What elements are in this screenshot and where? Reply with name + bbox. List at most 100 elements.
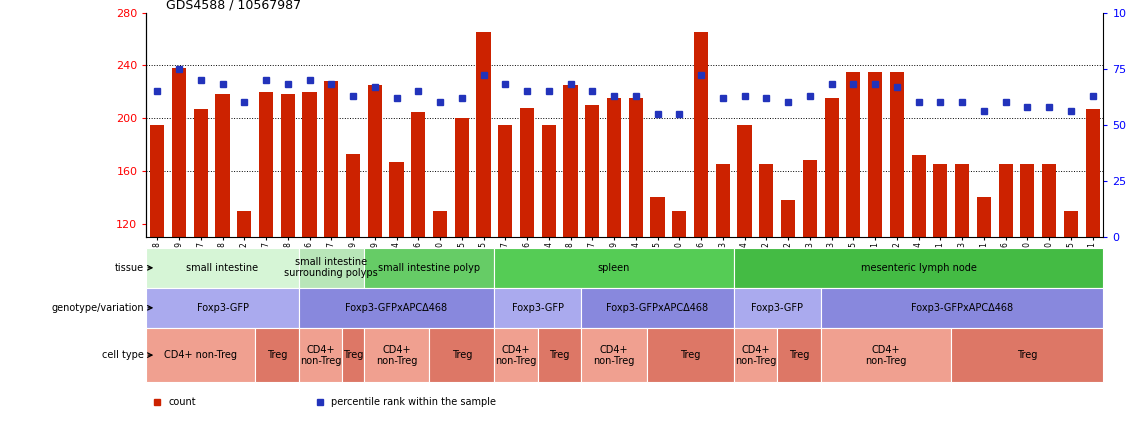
Bar (238, 211, 251, 237)
Text: mesenteric lymph node: mesenteric lymph node (860, 263, 976, 273)
Text: Foxp3-GFP: Foxp3-GFP (751, 303, 803, 313)
Bar (821, 328, 951, 382)
Bar (538, 328, 581, 382)
Bar (581, 328, 646, 382)
Bar (498, 125, 512, 237)
Text: small intestine polyp: small intestine polyp (378, 263, 480, 273)
Bar (821, 288, 1103, 328)
Bar (646, 328, 734, 382)
Bar (494, 328, 538, 382)
Bar (999, 165, 1012, 237)
Bar (368, 85, 382, 237)
Bar (734, 288, 821, 328)
Bar (494, 288, 581, 328)
Bar (694, 33, 708, 237)
Text: genotype/variation: genotype/variation (52, 303, 144, 313)
Bar (542, 125, 556, 237)
Text: Treg: Treg (452, 350, 472, 360)
Text: tissue: tissue (115, 263, 144, 273)
Bar (494, 248, 734, 288)
Text: Treg: Treg (1017, 350, 1037, 360)
Bar (280, 94, 295, 237)
Bar (342, 328, 364, 382)
Bar (951, 328, 1103, 382)
Bar (520, 107, 534, 237)
Bar (1064, 211, 1078, 237)
Bar (324, 81, 338, 237)
Text: CD4+
non-Treg: CD4+ non-Treg (865, 345, 906, 365)
Bar (777, 328, 821, 382)
Text: small intestine
surrounding polyps: small intestine surrounding polyps (285, 258, 378, 278)
Bar (734, 248, 1103, 288)
Text: Treg: Treg (549, 350, 570, 360)
Bar (759, 165, 774, 237)
Text: Foxp3-GFPxAPCΔ468: Foxp3-GFPxAPCΔ468 (607, 303, 708, 313)
Bar (563, 85, 578, 237)
Bar (146, 328, 256, 382)
Bar (346, 154, 360, 237)
Bar (586, 105, 599, 237)
Bar (259, 92, 274, 237)
Bar (146, 288, 298, 328)
Text: spleen: spleen (598, 263, 631, 273)
Bar (434, 211, 447, 237)
Text: Foxp3-GFP: Foxp3-GFP (197, 303, 249, 313)
Bar (256, 328, 298, 382)
Text: cell type: cell type (102, 350, 144, 360)
Bar (298, 328, 342, 382)
Bar (955, 165, 969, 237)
Text: CD4+
non-Treg: CD4+ non-Treg (593, 345, 635, 365)
Bar (194, 109, 208, 237)
Bar (303, 92, 316, 237)
Bar (390, 162, 403, 237)
Text: GDS4588 / 10567987: GDS4588 / 10567987 (166, 0, 301, 11)
Bar (738, 125, 752, 237)
Bar (607, 99, 622, 237)
Bar (581, 288, 734, 328)
Bar (672, 211, 687, 237)
Bar (411, 112, 426, 237)
Bar (429, 328, 494, 382)
Text: CD4+
non-Treg: CD4+ non-Treg (495, 345, 537, 365)
Bar (933, 165, 947, 237)
Bar (172, 68, 186, 237)
Text: Foxp3-GFP: Foxp3-GFP (512, 303, 564, 313)
Bar (364, 248, 494, 288)
Bar (628, 99, 643, 237)
Bar (298, 288, 494, 328)
Text: CD4+ non-Treg: CD4+ non-Treg (164, 350, 238, 360)
Text: small intestine: small intestine (187, 263, 259, 273)
Bar (890, 72, 904, 237)
Bar (455, 118, 468, 237)
Text: CD4+
non-Treg: CD4+ non-Treg (735, 345, 776, 365)
Text: count: count (168, 397, 196, 407)
Bar (716, 165, 730, 237)
Bar (1042, 165, 1056, 237)
Bar (476, 33, 491, 237)
Text: CD4+
non-Treg: CD4+ non-Treg (300, 345, 341, 365)
Bar (868, 72, 882, 237)
Bar (912, 155, 926, 237)
Text: Treg: Treg (788, 350, 810, 360)
Bar (298, 248, 364, 288)
Text: percentile rank within the sample: percentile rank within the sample (331, 397, 497, 407)
Text: Foxp3-GFPxAPCΔ468: Foxp3-GFPxAPCΔ468 (346, 303, 448, 313)
Bar (215, 94, 230, 237)
Bar (364, 328, 429, 382)
Bar (734, 328, 777, 382)
Bar (824, 99, 839, 237)
Bar (146, 248, 298, 288)
Bar (803, 160, 816, 237)
Bar (1085, 109, 1100, 237)
Text: Treg: Treg (267, 350, 287, 360)
Bar (651, 197, 664, 237)
Text: Treg: Treg (680, 350, 700, 360)
Text: Treg: Treg (342, 350, 364, 360)
Bar (150, 125, 164, 237)
Bar (847, 72, 860, 237)
Text: CD4+
non-Treg: CD4+ non-Treg (376, 345, 418, 365)
Bar (1020, 165, 1035, 237)
Bar (976, 197, 991, 237)
Text: Foxp3-GFPxAPCΔ468: Foxp3-GFPxAPCΔ468 (911, 303, 1013, 313)
Bar (781, 200, 795, 237)
